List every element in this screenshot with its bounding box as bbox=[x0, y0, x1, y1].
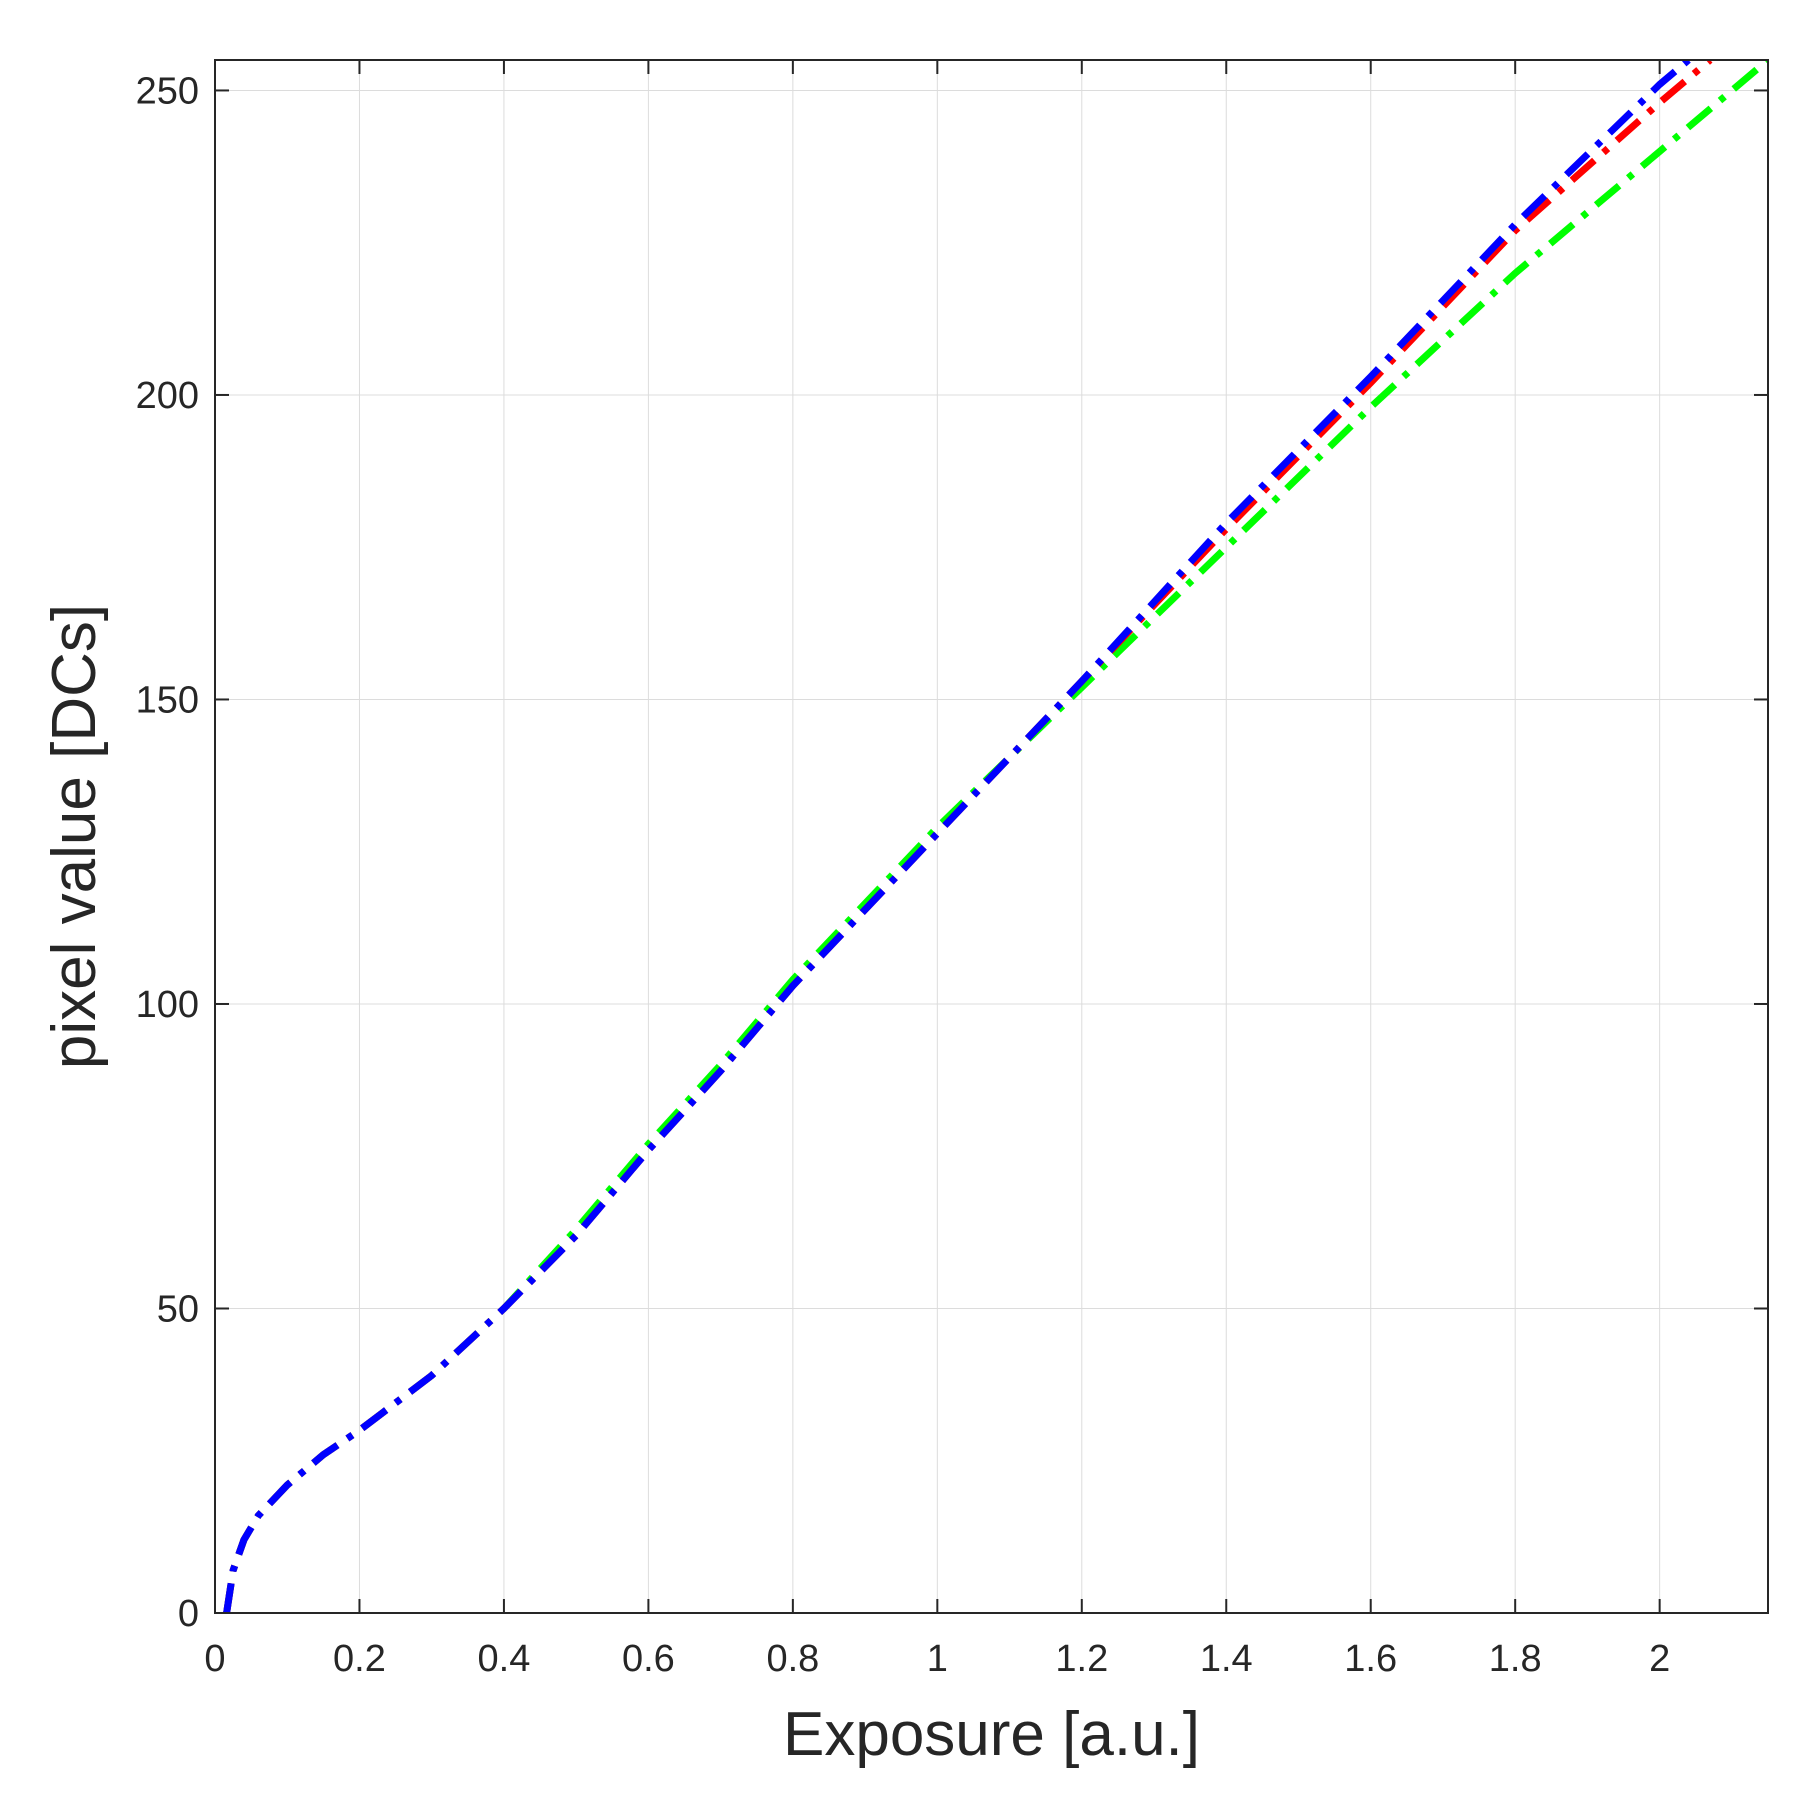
plot-area-frame bbox=[214, 59, 1769, 1614]
x-axis-label: Exposure [a.u.] bbox=[783, 1700, 1200, 1769]
y-tick-label: 250 bbox=[136, 70, 199, 112]
x-tick-label: 0 bbox=[204, 1638, 225, 1680]
series-line-1 bbox=[223, 60, 1713, 1613]
y-tick-labels: 0 50 100 150 200 250 bbox=[136, 70, 199, 1635]
x-tick-label: 1.4 bbox=[1200, 1638, 1253, 1680]
x-tick-label: 2 bbox=[1649, 1638, 1670, 1680]
y-tick-label: 150 bbox=[136, 679, 199, 721]
x-tick-label: 1.8 bbox=[1489, 1638, 1542, 1680]
series-line-0 bbox=[223, 60, 1768, 1613]
series-line-2 bbox=[223, 60, 1691, 1613]
y-tick-label: 200 bbox=[136, 375, 199, 417]
y-tick-label: 0 bbox=[178, 1593, 199, 1635]
x-tick-label: 1 bbox=[927, 1638, 948, 1680]
series-layer bbox=[223, 60, 1768, 1613]
y-axis-label: pixel value [DCs] bbox=[40, 604, 109, 1069]
x-tick-label: 0.8 bbox=[766, 1638, 819, 1680]
x-tick-label: 0.6 bbox=[622, 1638, 675, 1680]
y-tick-label: 50 bbox=[157, 1288, 199, 1330]
y-tick-label: 100 bbox=[136, 984, 199, 1026]
x-tick-label: 0.4 bbox=[478, 1638, 531, 1680]
grid bbox=[214, 60, 1768, 1614]
ticks bbox=[214, 60, 1768, 1614]
x-tick-label: 0.2 bbox=[333, 1638, 386, 1680]
x-tick-label: 1.2 bbox=[1055, 1638, 1108, 1680]
x-tick-labels: 0 0.2 0.4 0.6 0.8 1 1.2 1.4 1.6 1.8 2 bbox=[204, 1638, 1670, 1680]
x-tick-label: 1.6 bbox=[1344, 1638, 1397, 1680]
